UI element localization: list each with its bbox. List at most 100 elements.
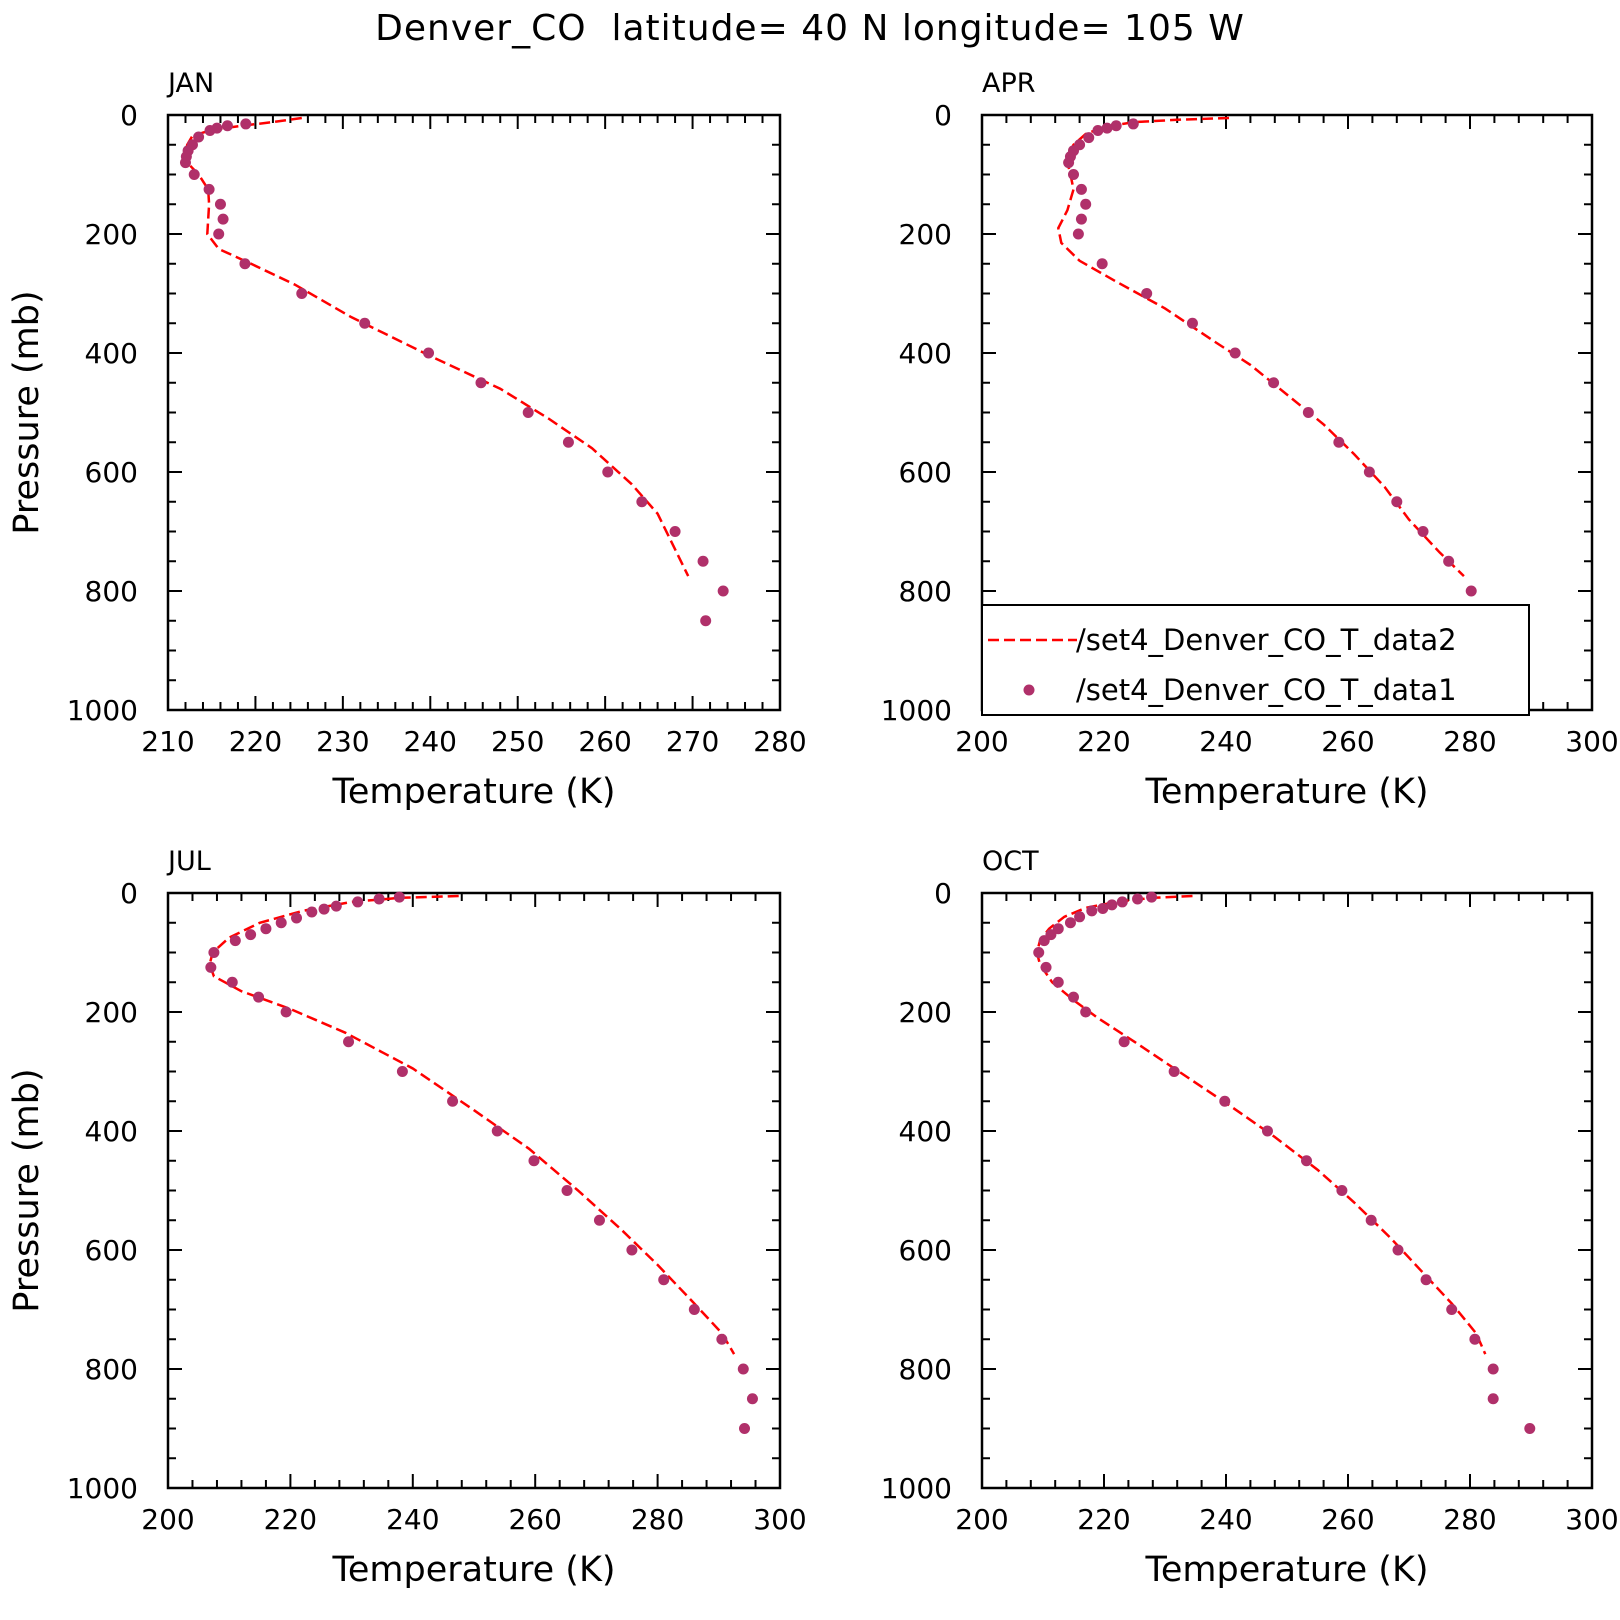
plot-frame — [166, 113, 782, 712]
data-point-data1 — [1040, 961, 1052, 973]
data-point-data1 — [239, 258, 251, 270]
series-line-data2 — [208, 894, 736, 1355]
data-point-data1 — [1168, 1066, 1180, 1077]
x-tick-label: 200 — [141, 1503, 194, 1536]
panel-label: APR — [982, 68, 1036, 99]
data-point-data1 — [1524, 1423, 1536, 1434]
x-axis-label: Temperature (K) — [331, 1550, 615, 1590]
x-tick-label: 280 — [631, 1503, 684, 1536]
x-tick-label: 280 — [753, 725, 806, 758]
x-tick-label: 300 — [753, 1503, 806, 1536]
data-point-data1 — [352, 896, 364, 908]
data-point-data1 — [1110, 120, 1122, 132]
data-point-data1 — [669, 526, 681, 537]
y-tick-label: 200 — [85, 218, 138, 251]
data-point-data1 — [343, 1036, 355, 1048]
data-point-data1 — [602, 466, 614, 478]
data-point-data1 — [1420, 1274, 1432, 1286]
x-axis-label: Temperature (K) — [1144, 1550, 1428, 1590]
data-point-data1 — [1033, 947, 1045, 958]
data-point-data1 — [562, 436, 574, 448]
data-point-data1 — [1118, 1036, 1130, 1048]
data-point-data1 — [423, 347, 435, 359]
data-point-data1 — [746, 1393, 758, 1405]
data-point-data1 — [373, 893, 385, 905]
data-point-data1 — [1219, 1095, 1231, 1107]
x-tick-label: 230 — [316, 725, 369, 758]
data-point-data1 — [330, 900, 342, 912]
data-point-data1 — [204, 124, 216, 136]
x-tick-label: 240 — [404, 725, 457, 758]
data-point-data1 — [393, 891, 405, 903]
data-point-data1 — [1052, 923, 1064, 935]
data-point-data1 — [1038, 935, 1050, 947]
data-point-data1 — [1052, 976, 1064, 988]
data-point-data1 — [1186, 317, 1198, 329]
data-point-data1 — [214, 198, 226, 210]
x-tick-label: 200 — [955, 1503, 1008, 1536]
data-point-data1 — [1261, 1125, 1273, 1137]
data-point-data1 — [1080, 198, 1092, 210]
y-tick-label: 400 — [899, 1115, 952, 1148]
data-point-data1 — [1465, 585, 1477, 597]
data-point-data1 — [208, 947, 220, 958]
data-point-data1 — [1443, 555, 1455, 567]
data-point-data1 — [1127, 118, 1139, 130]
y-tick-label: 400 — [899, 337, 952, 370]
data-point-data1 — [275, 917, 287, 929]
data-point-data1 — [1146, 891, 1158, 903]
y-axis-label: Pressure (mb) — [7, 1068, 47, 1312]
data-point-data1 — [193, 131, 205, 143]
data-point-data1 — [1132, 893, 1144, 905]
data-point-data1 — [217, 213, 229, 225]
data-point-data1 — [1092, 124, 1104, 136]
data-point-data1 — [318, 903, 330, 915]
data-point-data1 — [1106, 899, 1118, 911]
data-point-data1 — [658, 1274, 670, 1286]
x-axis-label: Temperature (K) — [331, 772, 615, 812]
series-line-data2 — [1056, 116, 1465, 577]
plot-frame — [980, 891, 1594, 1490]
y-tick-label: 1000 — [67, 1472, 138, 1505]
data-point-data1 — [1301, 1155, 1313, 1167]
legend-marker-swatch — [1023, 684, 1035, 696]
x-tick-label: 260 — [1321, 725, 1374, 758]
data-point-data1 — [203, 183, 215, 195]
data-point-data1 — [213, 228, 225, 240]
x-tick-label: 260 — [1321, 1503, 1374, 1536]
x-tick-label: 240 — [1199, 725, 1252, 758]
data-point-data1 — [1075, 213, 1087, 225]
y-tick-label: 0 — [934, 99, 952, 132]
y-tick-label: 600 — [899, 1234, 952, 1267]
data-point-data1 — [240, 118, 252, 130]
y-tick-label: 600 — [899, 456, 952, 489]
data-point-data1 — [1097, 902, 1109, 914]
panel-label: OCT — [982, 846, 1039, 877]
data-point-data1 — [1074, 911, 1086, 923]
legend-box — [981, 604, 1530, 716]
data-point-data1 — [447, 1095, 459, 1107]
data-point-data1 — [1068, 169, 1079, 180]
series-line-data2 — [1035, 894, 1487, 1355]
data-point-data1 — [221, 120, 233, 132]
data-point-data1 — [1068, 991, 1079, 1003]
data-point-data1 — [1302, 407, 1314, 418]
data-point-data1 — [491, 1125, 503, 1137]
y-tick-label: 400 — [85, 1115, 138, 1148]
data-point-data1 — [205, 961, 217, 973]
y-tick-label: 1000 — [881, 1472, 952, 1505]
data-point-data1 — [528, 1155, 540, 1167]
x-tick-label: 220 — [264, 1503, 317, 1536]
data-point-data1 — [1080, 1006, 1092, 1018]
x-tick-label: 300 — [1565, 1503, 1618, 1536]
panel-oct: 200 220 240 260 280 300 0 200 400 600 800 1000 Tempe… — [881, 846, 1619, 1590]
data-point-data1 — [1268, 377, 1280, 389]
data-point-data1 — [1072, 228, 1084, 240]
data-point-data1 — [737, 1363, 749, 1375]
data-point-data1 — [296, 288, 308, 299]
data-point-data1 — [1064, 917, 1076, 929]
x-tick-label: 300 — [1565, 725, 1618, 758]
x-tick-label: 270 — [666, 725, 719, 758]
legend-entry-label: /set4_Denver_CO_T_data2 — [1076, 623, 1457, 657]
